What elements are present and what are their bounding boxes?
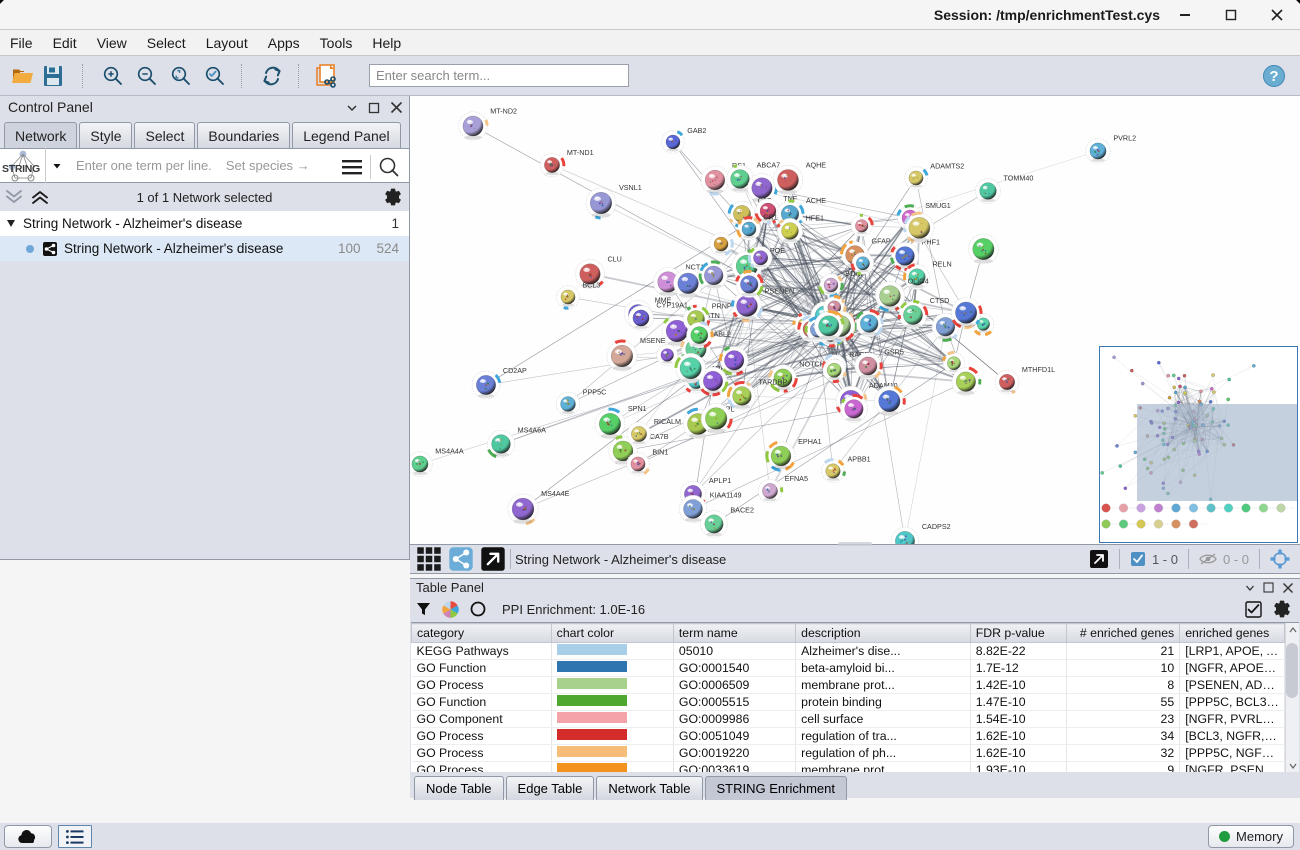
- svg-text:BIN1: BIN1: [652, 448, 668, 457]
- svg-text:GSR5: GSR5: [884, 348, 904, 357]
- svg-text:ACHE: ACHE: [806, 196, 826, 205]
- svg-text:MSENE: MSENE: [640, 336, 666, 345]
- svg-text:MT-ND2: MT-ND2: [490, 107, 517, 116]
- svg-text:SPN1: SPN1: [628, 404, 647, 413]
- svg-text:AQHE: AQHE: [806, 160, 827, 169]
- svg-text:VSNL1: VSNL1: [619, 183, 642, 192]
- svg-text:CD2AP: CD2AP: [503, 366, 527, 375]
- svg-text:PSENEN: PSENEN: [765, 286, 795, 295]
- svg-text:PPP5C: PPP5C: [583, 387, 607, 396]
- svg-text:HFE1: HFE1: [806, 213, 824, 222]
- svg-text:ABL2: ABL2: [713, 330, 731, 339]
- svg-text:GAB2: GAB2: [687, 126, 706, 135]
- svg-text:RICALM: RICALM: [654, 417, 681, 426]
- svg-text:CLU: CLU: [607, 255, 621, 264]
- svg-text:MS4A6A: MS4A6A: [518, 425, 547, 434]
- svg-text:MT-ND1: MT-ND1: [567, 148, 594, 157]
- svg-text:APBB1: APBB1: [847, 455, 870, 464]
- svg-text:ABCA7: ABCA7: [757, 160, 781, 169]
- svg-text:PVRL2: PVRL2: [1113, 134, 1136, 143]
- svg-text:OLIG4: OLIG4: [908, 276, 929, 285]
- svg-text:TOMM40: TOMM40: [1004, 173, 1034, 182]
- svg-text:EPHA1: EPHA1: [798, 437, 822, 446]
- svg-text:CTSD: CTSD: [930, 296, 950, 305]
- svg-text:SMUG1: SMUG1: [925, 201, 951, 210]
- svg-text:RELN: RELN: [932, 260, 951, 269]
- svg-text:CYP19A1: CYP19A1: [656, 301, 688, 310]
- svg-text:GFAP: GFAP: [872, 236, 891, 245]
- svg-text:CADPS2: CADPS2: [922, 522, 951, 531]
- svg-text:BCL3: BCL3: [582, 281, 600, 290]
- svg-text:?: ?: [1269, 68, 1278, 85]
- svg-text:PRNP: PRNP: [712, 301, 732, 310]
- svg-text:TARDBP: TARDBP: [759, 377, 788, 386]
- svg-text:BACE2: BACE2: [730, 506, 754, 515]
- svg-text:ADAMTS2: ADAMTS2: [930, 162, 964, 171]
- svg-text:KIAA1149: KIAA1149: [710, 490, 742, 499]
- svg-text:MS4A4E: MS4A4E: [541, 489, 570, 498]
- svg-text:CR1: CR1: [763, 213, 777, 222]
- svg-text:MS4A4A: MS4A4A: [435, 447, 464, 456]
- svg-text:EFNA5: EFNA5: [785, 474, 808, 483]
- svg-text:MTHFD1L: MTHFD1L: [1022, 365, 1055, 374]
- svg-text:APLP1: APLP1: [709, 476, 731, 485]
